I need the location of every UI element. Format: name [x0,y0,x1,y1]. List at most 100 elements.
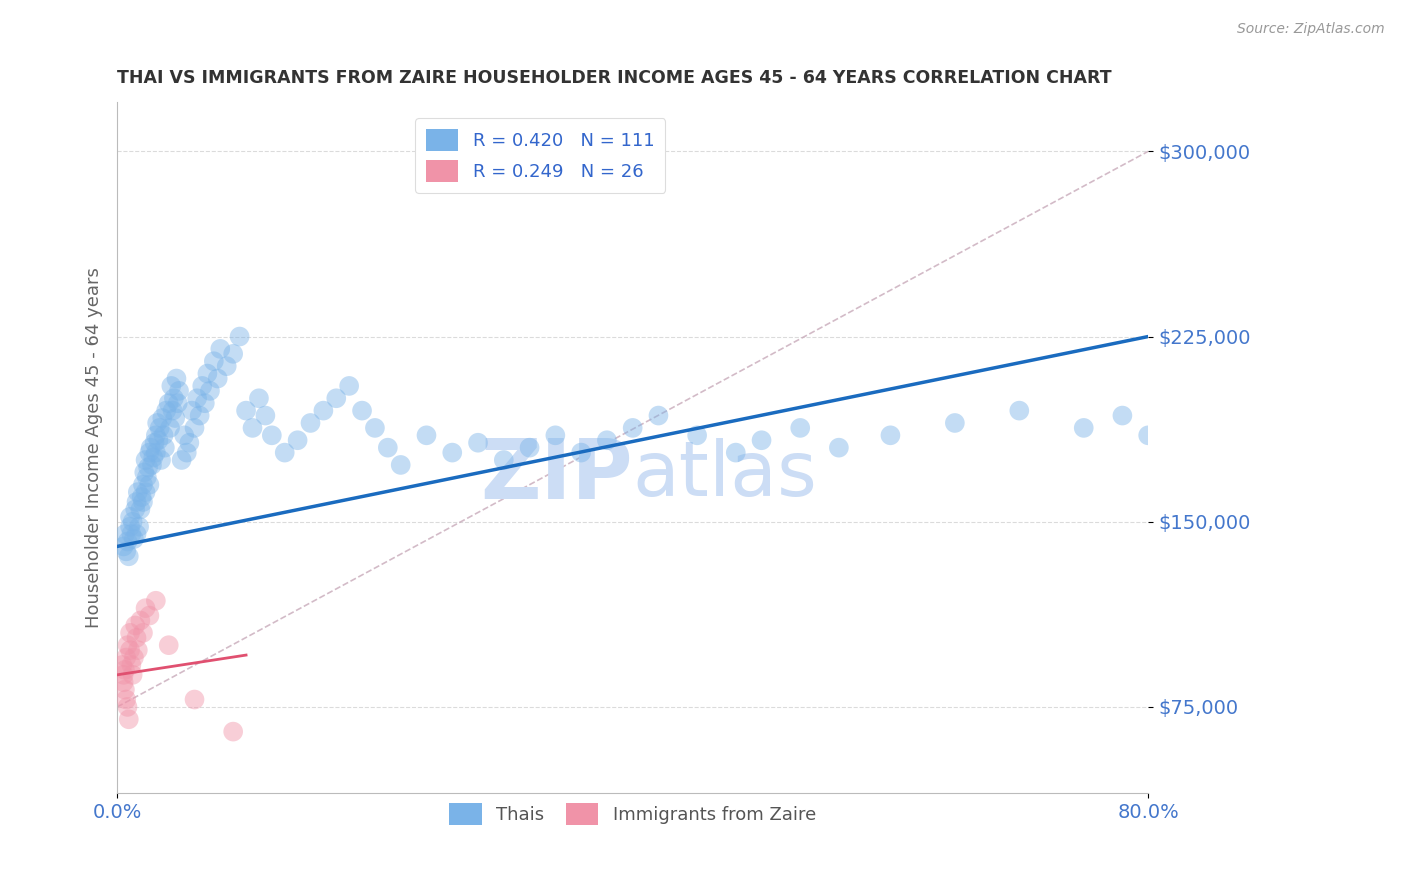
Point [647,409,669,423]
Point [155,403,177,417]
Point [134,466,156,480]
Point [441,445,464,459]
Text: atlas: atlas [633,438,817,512]
Point [124,502,146,516]
Point [149,421,172,435]
Point [132,477,155,491]
Point [596,434,619,448]
Point [176,445,198,459]
Text: Source: ZipAtlas.com: Source: ZipAtlas.com [1237,22,1385,37]
Point [114,527,136,541]
Point [467,435,489,450]
Point [112,675,135,690]
Point [789,421,811,435]
Point [150,453,173,467]
Point [352,403,374,417]
Point [492,453,515,467]
Point [943,416,966,430]
Point [128,519,150,533]
Point [202,354,225,368]
Point [183,421,205,435]
Point [135,601,157,615]
Point [115,650,138,665]
Point [183,692,205,706]
Point [135,453,157,467]
Point [828,441,851,455]
Point [146,416,169,430]
Point [1111,409,1133,423]
Point [191,379,214,393]
Point [1330,367,1353,381]
Point [135,470,157,484]
Point [141,458,163,472]
Point [1215,434,1237,448]
Point [165,411,187,425]
Point [337,379,360,393]
Point [751,434,773,448]
Point [150,411,173,425]
Point [724,445,747,459]
Point [1008,403,1031,417]
Point [125,495,148,509]
Point [260,428,283,442]
Point [415,428,437,442]
Point [117,534,139,549]
Point [138,608,160,623]
Point [312,403,335,417]
Point [1292,329,1315,343]
Point [197,367,219,381]
Point [122,650,145,665]
Point [115,692,138,706]
Point [1265,409,1288,423]
Point [1137,428,1160,442]
Point [1369,391,1392,405]
Point [129,614,152,628]
Point [118,712,141,726]
Point [125,527,148,541]
Point [132,625,155,640]
Point [145,593,167,607]
Legend: Thais, Immigrants from Zaire: Thais, Immigrants from Zaire [441,797,824,833]
Point [186,391,208,405]
Point [127,485,149,500]
Point [879,428,901,442]
Point [621,421,644,435]
Point [215,359,238,374]
Point [117,638,139,652]
Point [1163,441,1185,455]
Point [157,396,180,410]
Point [1240,421,1263,435]
Point [132,495,155,509]
Point [222,347,245,361]
Point [188,409,211,423]
Point [111,657,134,672]
Point [235,403,257,417]
Point [209,342,232,356]
Point [254,409,277,423]
Point [519,441,541,455]
Point [325,391,347,405]
Point [112,668,135,682]
Point [157,638,180,652]
Point [153,441,176,455]
Point [135,485,157,500]
Point [364,421,387,435]
Point [120,657,142,672]
Point [152,428,174,442]
Point [179,435,201,450]
Point [120,509,142,524]
Point [117,700,139,714]
Point [118,549,141,564]
Point [166,371,188,385]
Point [166,396,188,410]
Point [377,441,399,455]
Point [145,428,167,442]
Point [131,490,153,504]
Point [162,403,184,417]
Point [159,421,181,435]
Point [124,618,146,632]
Point [138,445,160,459]
Point [163,391,186,405]
Point [389,458,412,472]
Point [125,631,148,645]
